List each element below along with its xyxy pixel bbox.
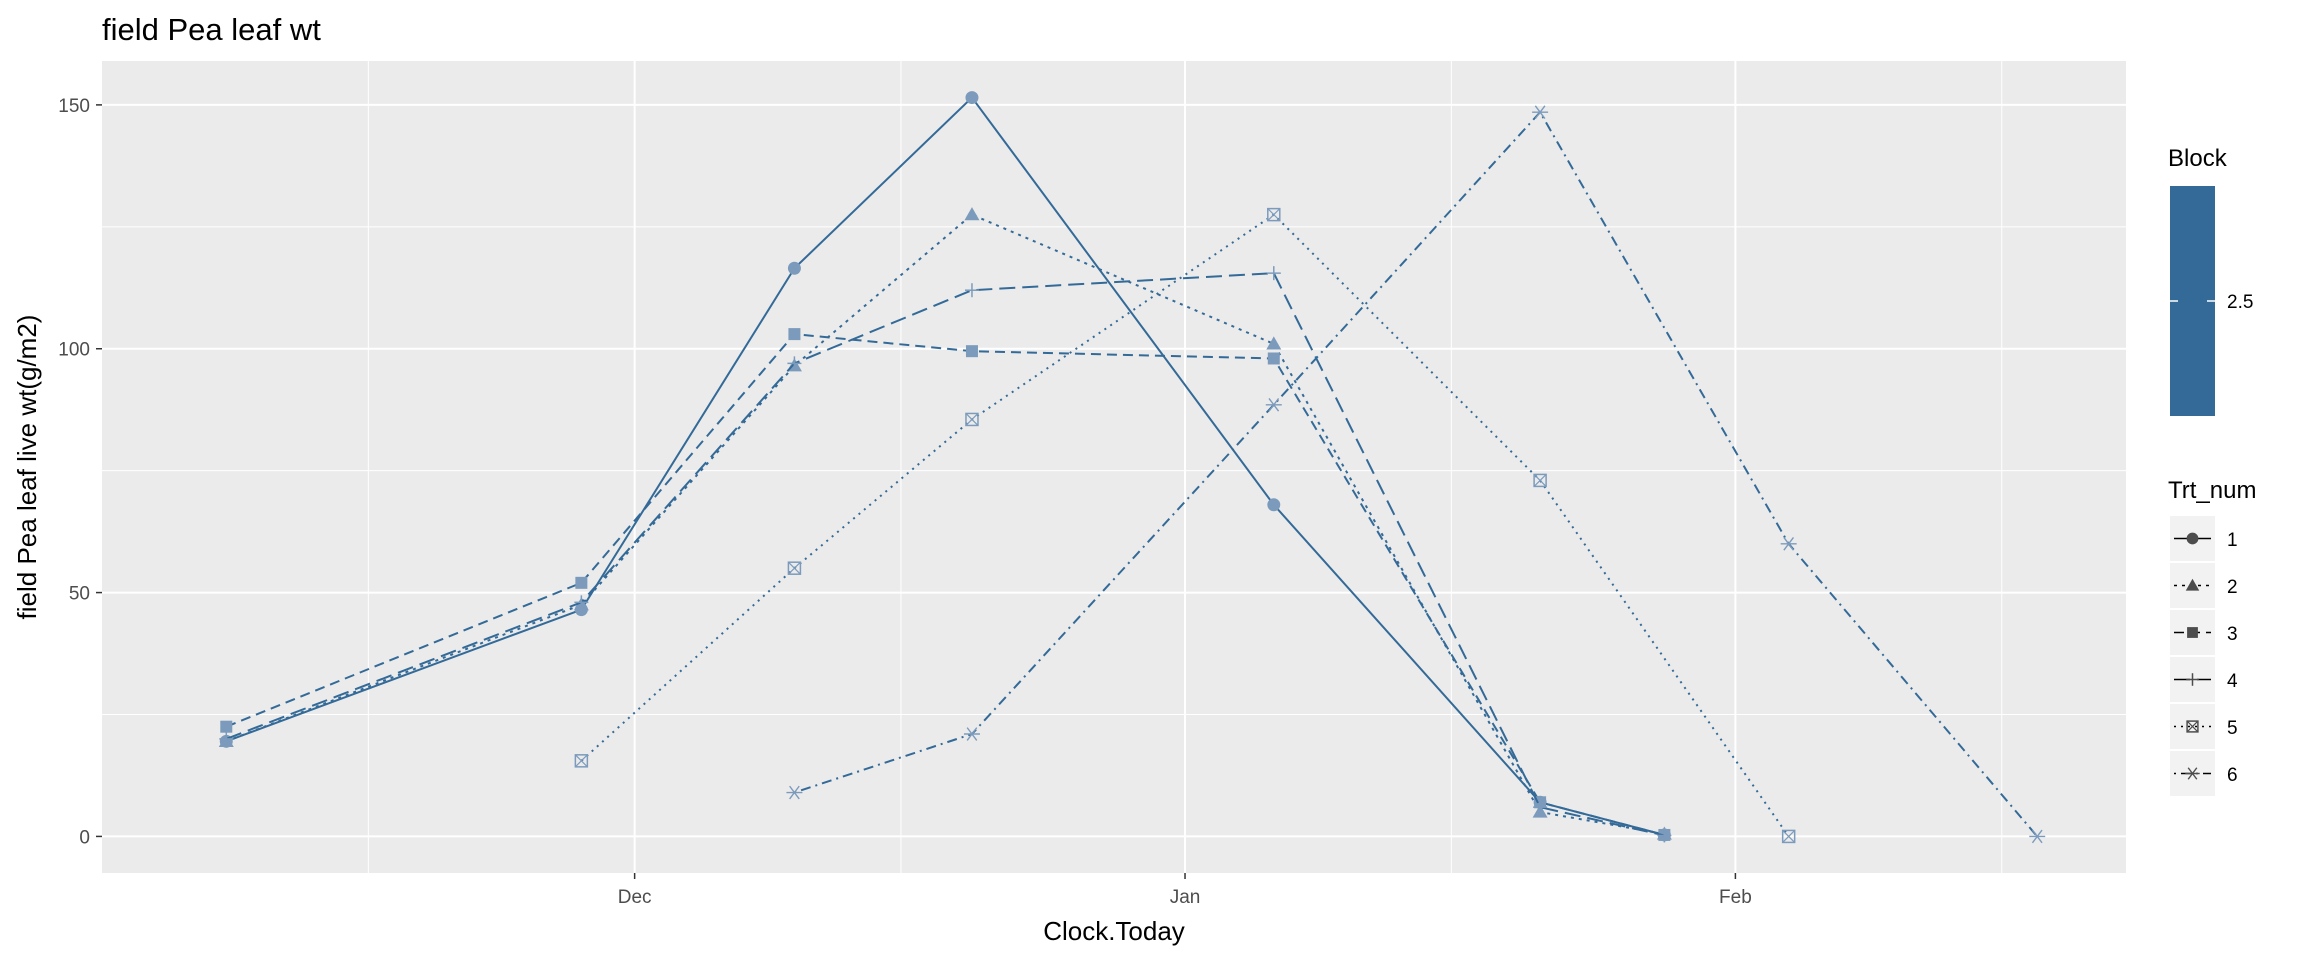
data-point [220,720,233,733]
series-line [794,111,2038,838]
x-tick-label: Jan [1170,887,1201,908]
series-5 [574,207,1796,844]
y-tick-label: 0 [79,827,90,848]
legend-trt-title: Trt_num [2168,477,2256,504]
legend-key-label: 5 [2227,718,2238,739]
data-point [2185,767,2200,780]
data-point [1533,473,1547,488]
axes: 0 50 100 150 Dec Jan Feb [58,96,1751,908]
chart-title: field Pea leaf wt [102,12,321,47]
legend-key-1: 1 [2170,516,2238,561]
data-point [787,356,802,371]
y-tick-label: 150 [58,96,90,117]
data-point [1532,105,1549,120]
data-point [1267,207,1281,222]
data-point [965,412,979,427]
legend-colorbar-label: 2.5 [2227,292,2253,313]
data-point [1657,828,1672,843]
data-point [963,727,980,741]
grid-lines [102,61,2126,873]
series-line [580,213,1790,837]
legend-key-label: 3 [2227,624,2238,645]
data-point [2187,627,2198,638]
data-point [1266,266,1281,281]
data-point [1266,336,1282,350]
data-point [1780,536,1797,551]
legend-key-3: 3 [2170,610,2238,655]
data-point [964,283,979,298]
data-point [2186,720,2199,733]
data-point [2186,532,2199,545]
y-tick-label: 100 [58,340,90,361]
data-point [787,261,801,275]
data-point [574,595,589,610]
plot-panel [102,61,2126,873]
data-point [965,345,978,358]
data-point [964,207,980,221]
data-point [219,731,234,746]
y-tick-label: 50 [69,584,90,605]
data-point [1781,829,1796,844]
y-axis-title: field Pea leaf live wt(g/m2) [12,315,42,620]
data-point [1267,352,1280,365]
series-4 [219,266,1672,843]
x-tick-label: Feb [1719,887,1752,908]
legend-key-4: 4 [2170,657,2238,702]
x-tick-label: Dec [618,887,652,908]
legend-key-label: 6 [2227,765,2238,786]
legend-key-5: 5 [2170,704,2238,749]
series-6 [786,105,2046,844]
data-point [965,91,979,105]
legend-key-label: 1 [2227,530,2238,551]
legend-key-2: 2 [2170,563,2238,608]
data-point [786,785,803,800]
legend-trt: Trt_num 1 2 3 4 5 6 [2168,477,2256,796]
x-axis-title: Clock.Today [1043,916,1185,946]
data-point [787,561,802,575]
legend-key-6: 6 [2170,751,2238,796]
data-point [2029,829,2046,844]
data-point [1265,397,1282,412]
legend-block-title: Block [2168,145,2228,172]
legend-key-label: 4 [2227,671,2238,692]
series-layer [218,91,2046,844]
legend-block: Block 2.5 [2168,145,2253,416]
data-point [575,576,588,589]
data-point [574,754,589,768]
data-point [1533,800,1548,815]
data-point [2186,673,2199,686]
data-point [788,328,801,341]
data-point [1267,498,1281,512]
data-point [2185,578,2200,591]
legend-key-label: 2 [2227,577,2238,598]
